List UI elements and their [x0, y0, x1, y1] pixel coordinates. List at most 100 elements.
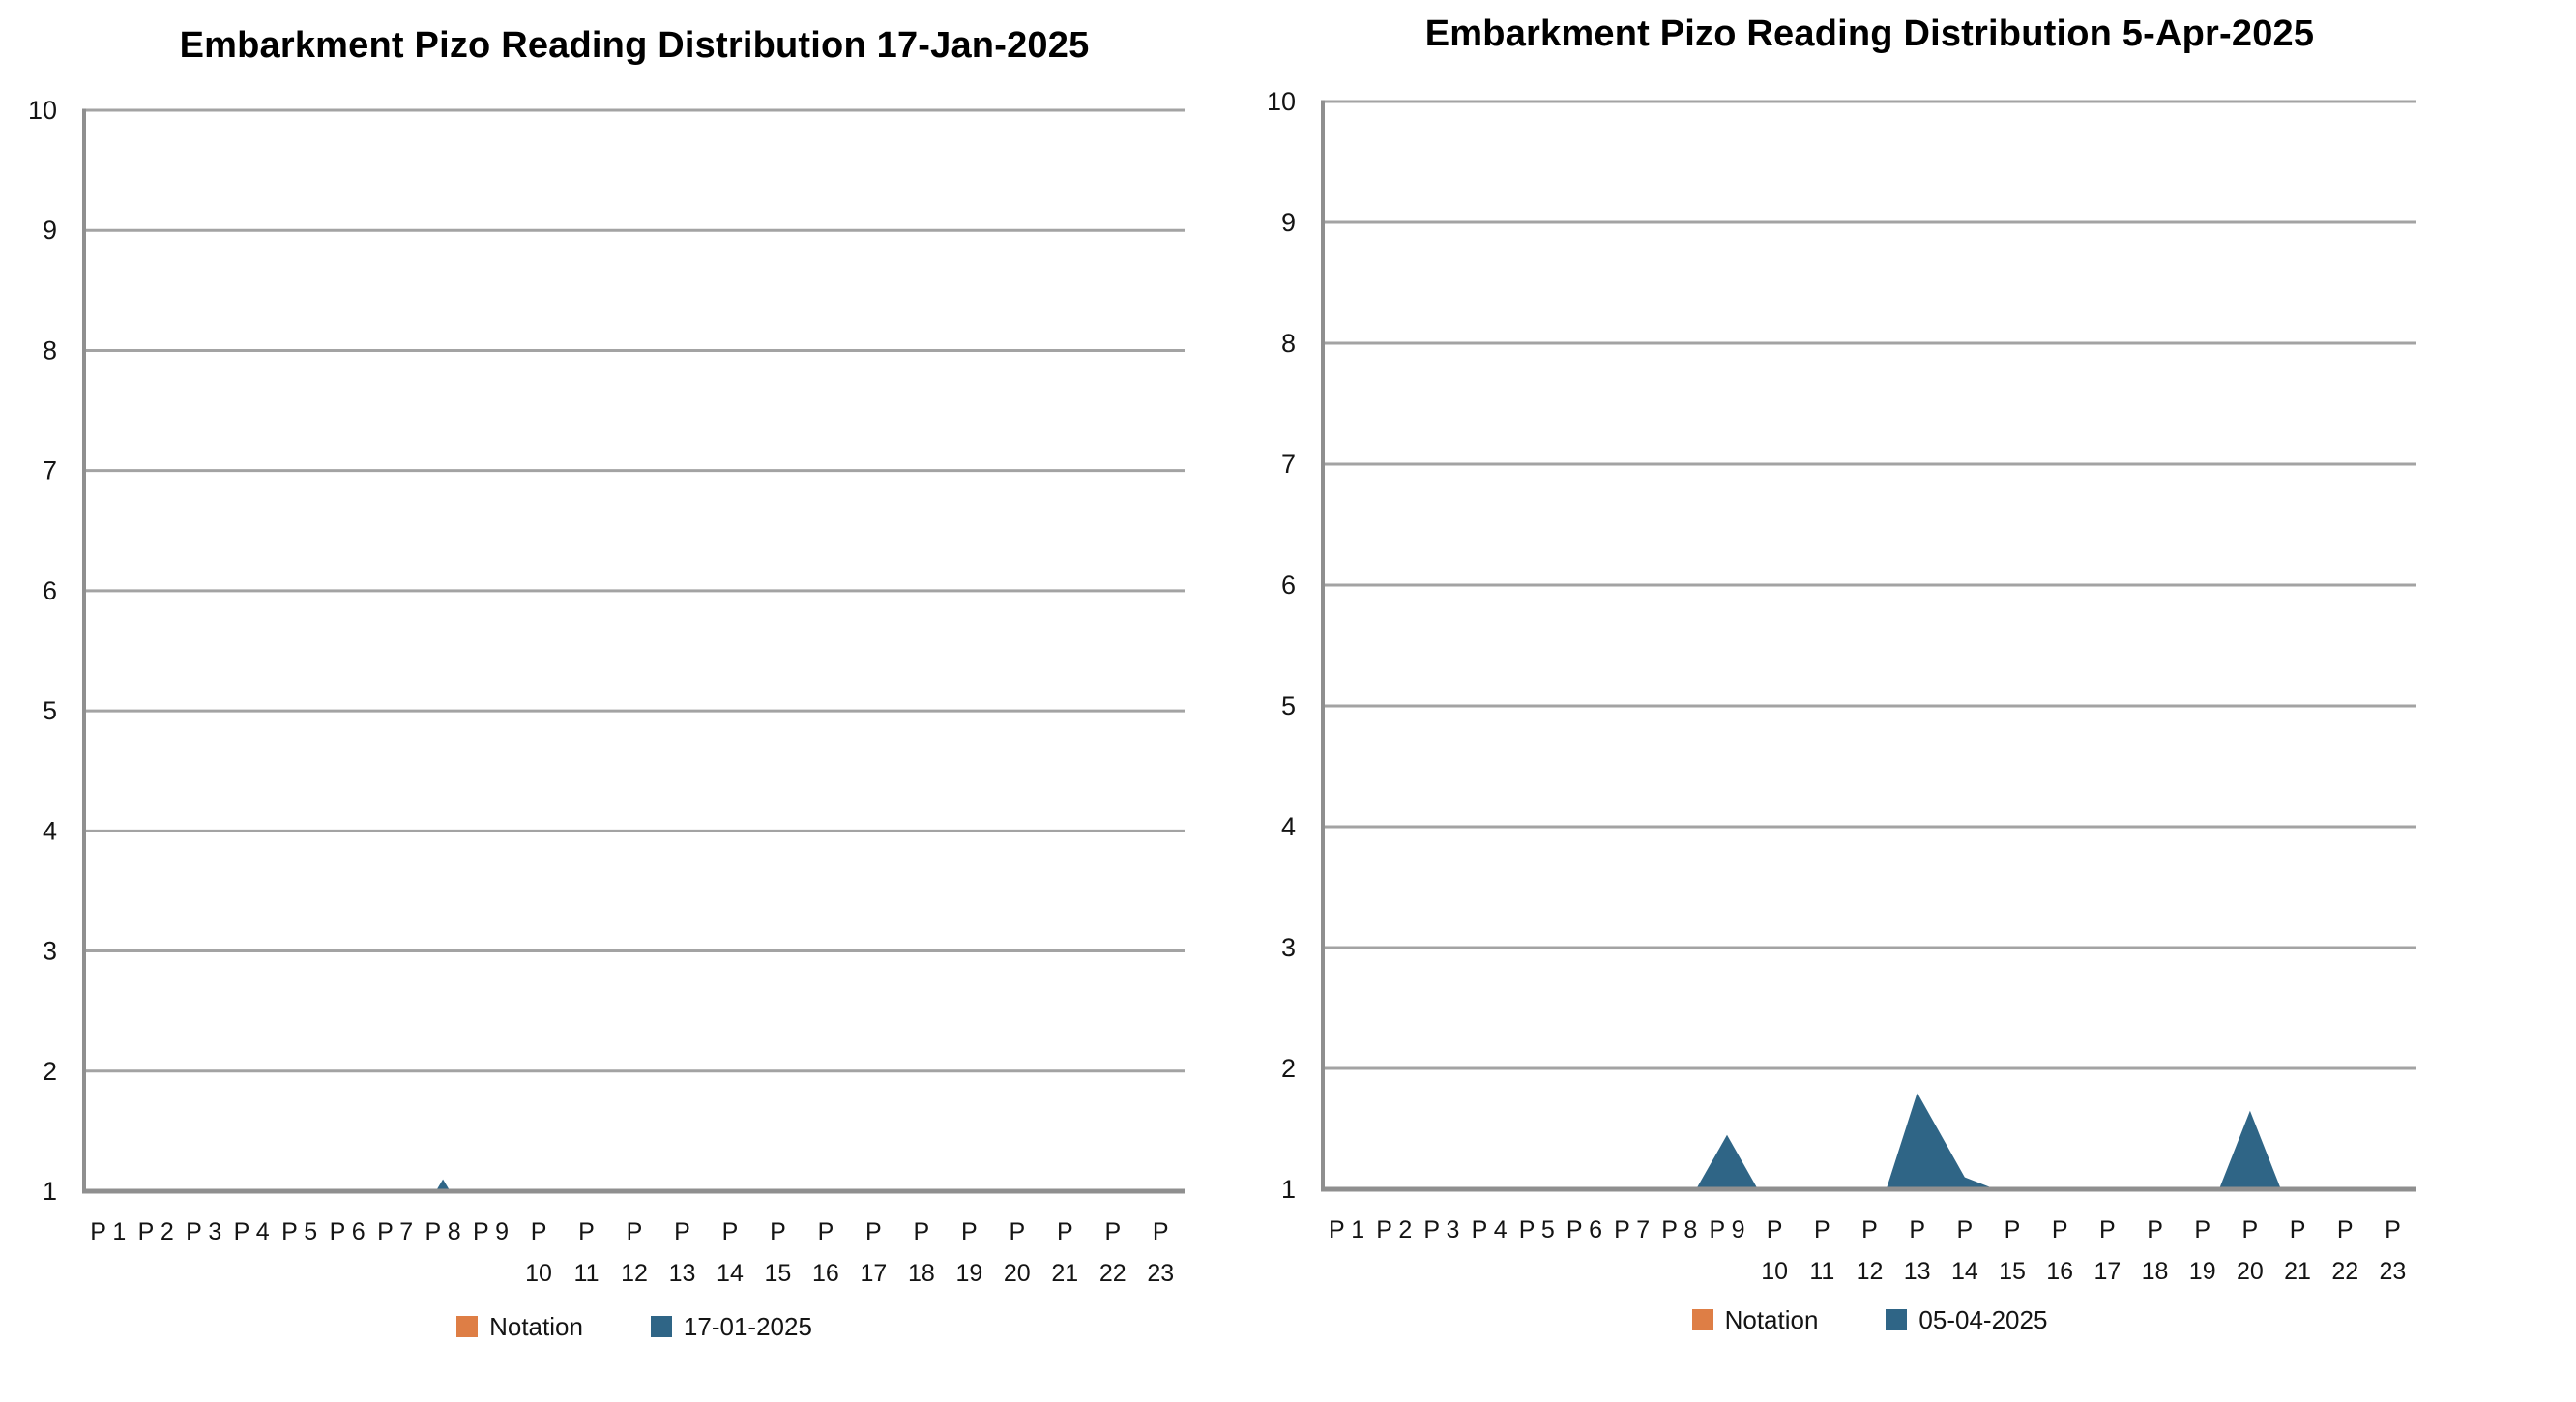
svg-text:P 6: P 6 — [330, 1218, 366, 1245]
svg-text:22: 22 — [2331, 1258, 2358, 1285]
svg-text:13: 13 — [1904, 1258, 1931, 1285]
svg-text:P: P — [1009, 1218, 1025, 1245]
svg-text:P: P — [1057, 1218, 1073, 1245]
chart-legend-apr: Notation 05-04-2025 — [1323, 1304, 2416, 1335]
svg-text:3: 3 — [43, 937, 57, 966]
svg-text:P 4: P 4 — [1472, 1216, 1508, 1243]
svg-text:P 3: P 3 — [1423, 1216, 1459, 1243]
svg-text:P 5: P 5 — [1519, 1216, 1555, 1243]
svg-text:P 8: P 8 — [1661, 1216, 1697, 1243]
legend-swatch-notation — [456, 1316, 479, 1337]
svg-text:5: 5 — [43, 696, 57, 725]
svg-text:17: 17 — [860, 1260, 887, 1287]
svg-text:P: P — [627, 1218, 643, 1245]
svg-text:P 1: P 1 — [1329, 1216, 1364, 1243]
chart-title-jan: Embarkment Pizo Reading Distribution 17-… — [179, 25, 1090, 66]
svg-text:10: 10 — [525, 1260, 552, 1287]
svg-text:P: P — [770, 1218, 786, 1245]
svg-text:11: 11 — [1809, 1258, 1834, 1285]
svg-text:7: 7 — [43, 456, 57, 485]
svg-text:4: 4 — [1281, 812, 1296, 841]
svg-text:P 7: P 7 — [377, 1218, 413, 1245]
svg-text:P: P — [2052, 1216, 2068, 1243]
svg-text:16: 16 — [2046, 1258, 2073, 1285]
svg-text:16: 16 — [812, 1260, 839, 1287]
svg-text:21: 21 — [2284, 1258, 2311, 1285]
svg-text:P: P — [1767, 1216, 1783, 1243]
svg-text:19: 19 — [955, 1260, 982, 1287]
svg-text:P 9: P 9 — [1709, 1216, 1744, 1243]
svg-text:14: 14 — [1951, 1258, 1978, 1285]
svg-text:P: P — [1153, 1218, 1169, 1245]
legend-label-series-date: 05-04-2025 — [1918, 1304, 2048, 1334]
svg-text:P: P — [1104, 1218, 1121, 1245]
svg-text:7: 7 — [1281, 450, 1296, 479]
svg-text:P 4: P 4 — [234, 1218, 270, 1245]
svg-text:19: 19 — [2189, 1258, 2216, 1285]
svg-text:8: 8 — [1281, 329, 1296, 358]
svg-text:9: 9 — [1281, 208, 1296, 237]
legend-item-notation: Notation — [1691, 1305, 1818, 1335]
svg-text:11: 11 — [574, 1260, 600, 1287]
svg-text:22: 22 — [1099, 1260, 1127, 1287]
svg-text:P: P — [722, 1218, 739, 1245]
svg-text:14: 14 — [717, 1260, 744, 1287]
svg-text:P 3: P 3 — [186, 1218, 221, 1245]
legend-label-series-date: 17-01-2025 — [683, 1311, 812, 1341]
svg-text:P: P — [2242, 1216, 2259, 1243]
svg-text:10: 10 — [1267, 87, 1296, 116]
svg-text:P: P — [1957, 1216, 1974, 1243]
svg-text:P 2: P 2 — [1376, 1216, 1412, 1243]
svg-text:P 6: P 6 — [1566, 1216, 1602, 1243]
svg-text:1: 1 — [43, 1177, 57, 1206]
svg-text:P: P — [674, 1218, 690, 1245]
svg-text:P: P — [2005, 1216, 2021, 1243]
legend-swatch-series-date — [1886, 1309, 1908, 1330]
svg-text:P: P — [865, 1218, 882, 1245]
svg-text:P: P — [818, 1218, 834, 1245]
svg-text:8: 8 — [43, 336, 57, 365]
svg-text:12: 12 — [621, 1260, 648, 1287]
svg-text:23: 23 — [1147, 1260, 1174, 1287]
svg-text:P: P — [2337, 1216, 2354, 1243]
svg-text:15: 15 — [1999, 1258, 2026, 1285]
svg-text:20: 20 — [1004, 1260, 1031, 1287]
svg-text:P: P — [961, 1218, 978, 1245]
svg-text:P: P — [1861, 1216, 1878, 1243]
svg-text:P 1: P 1 — [90, 1218, 126, 1245]
svg-text:P 7: P 7 — [1614, 1216, 1650, 1243]
legend-swatch-notation — [1691, 1309, 1713, 1330]
svg-text:3: 3 — [1281, 933, 1296, 962]
chart-legend-jan: Notation 17-01-2025 — [84, 1311, 1185, 1342]
legend-item-notation: Notation — [456, 1312, 583, 1342]
svg-text:P 2: P 2 — [138, 1218, 174, 1245]
svg-text:P 5: P 5 — [281, 1218, 317, 1245]
svg-text:P: P — [578, 1218, 595, 1245]
svg-text:P: P — [2099, 1216, 2116, 1243]
svg-text:P 8: P 8 — [425, 1218, 461, 1245]
svg-text:6: 6 — [1281, 570, 1296, 599]
svg-text:18: 18 — [2142, 1258, 2169, 1285]
svg-text:P: P — [531, 1218, 547, 1245]
svg-text:13: 13 — [669, 1260, 696, 1287]
svg-text:2: 2 — [43, 1057, 57, 1086]
svg-text:10: 10 — [1761, 1258, 1788, 1285]
svg-text:9: 9 — [43, 216, 57, 245]
svg-text:P: P — [1814, 1216, 1830, 1243]
svg-text:P: P — [2290, 1216, 2306, 1243]
legend-item-series-date: 17-01-2025 — [650, 1311, 812, 1342]
svg-text:6: 6 — [43, 576, 57, 605]
svg-text:15: 15 — [765, 1260, 792, 1287]
svg-text:12: 12 — [1857, 1258, 1884, 1285]
svg-text:P: P — [2194, 1216, 2210, 1243]
svg-text:23: 23 — [2380, 1258, 2407, 1285]
svg-text:10: 10 — [28, 96, 57, 125]
chart-title-apr: Embarkment Pizo Reading Distribution 5-A… — [1424, 14, 2315, 54]
svg-text:18: 18 — [908, 1260, 935, 1287]
legend-label-notation: Notation — [489, 1311, 583, 1341]
